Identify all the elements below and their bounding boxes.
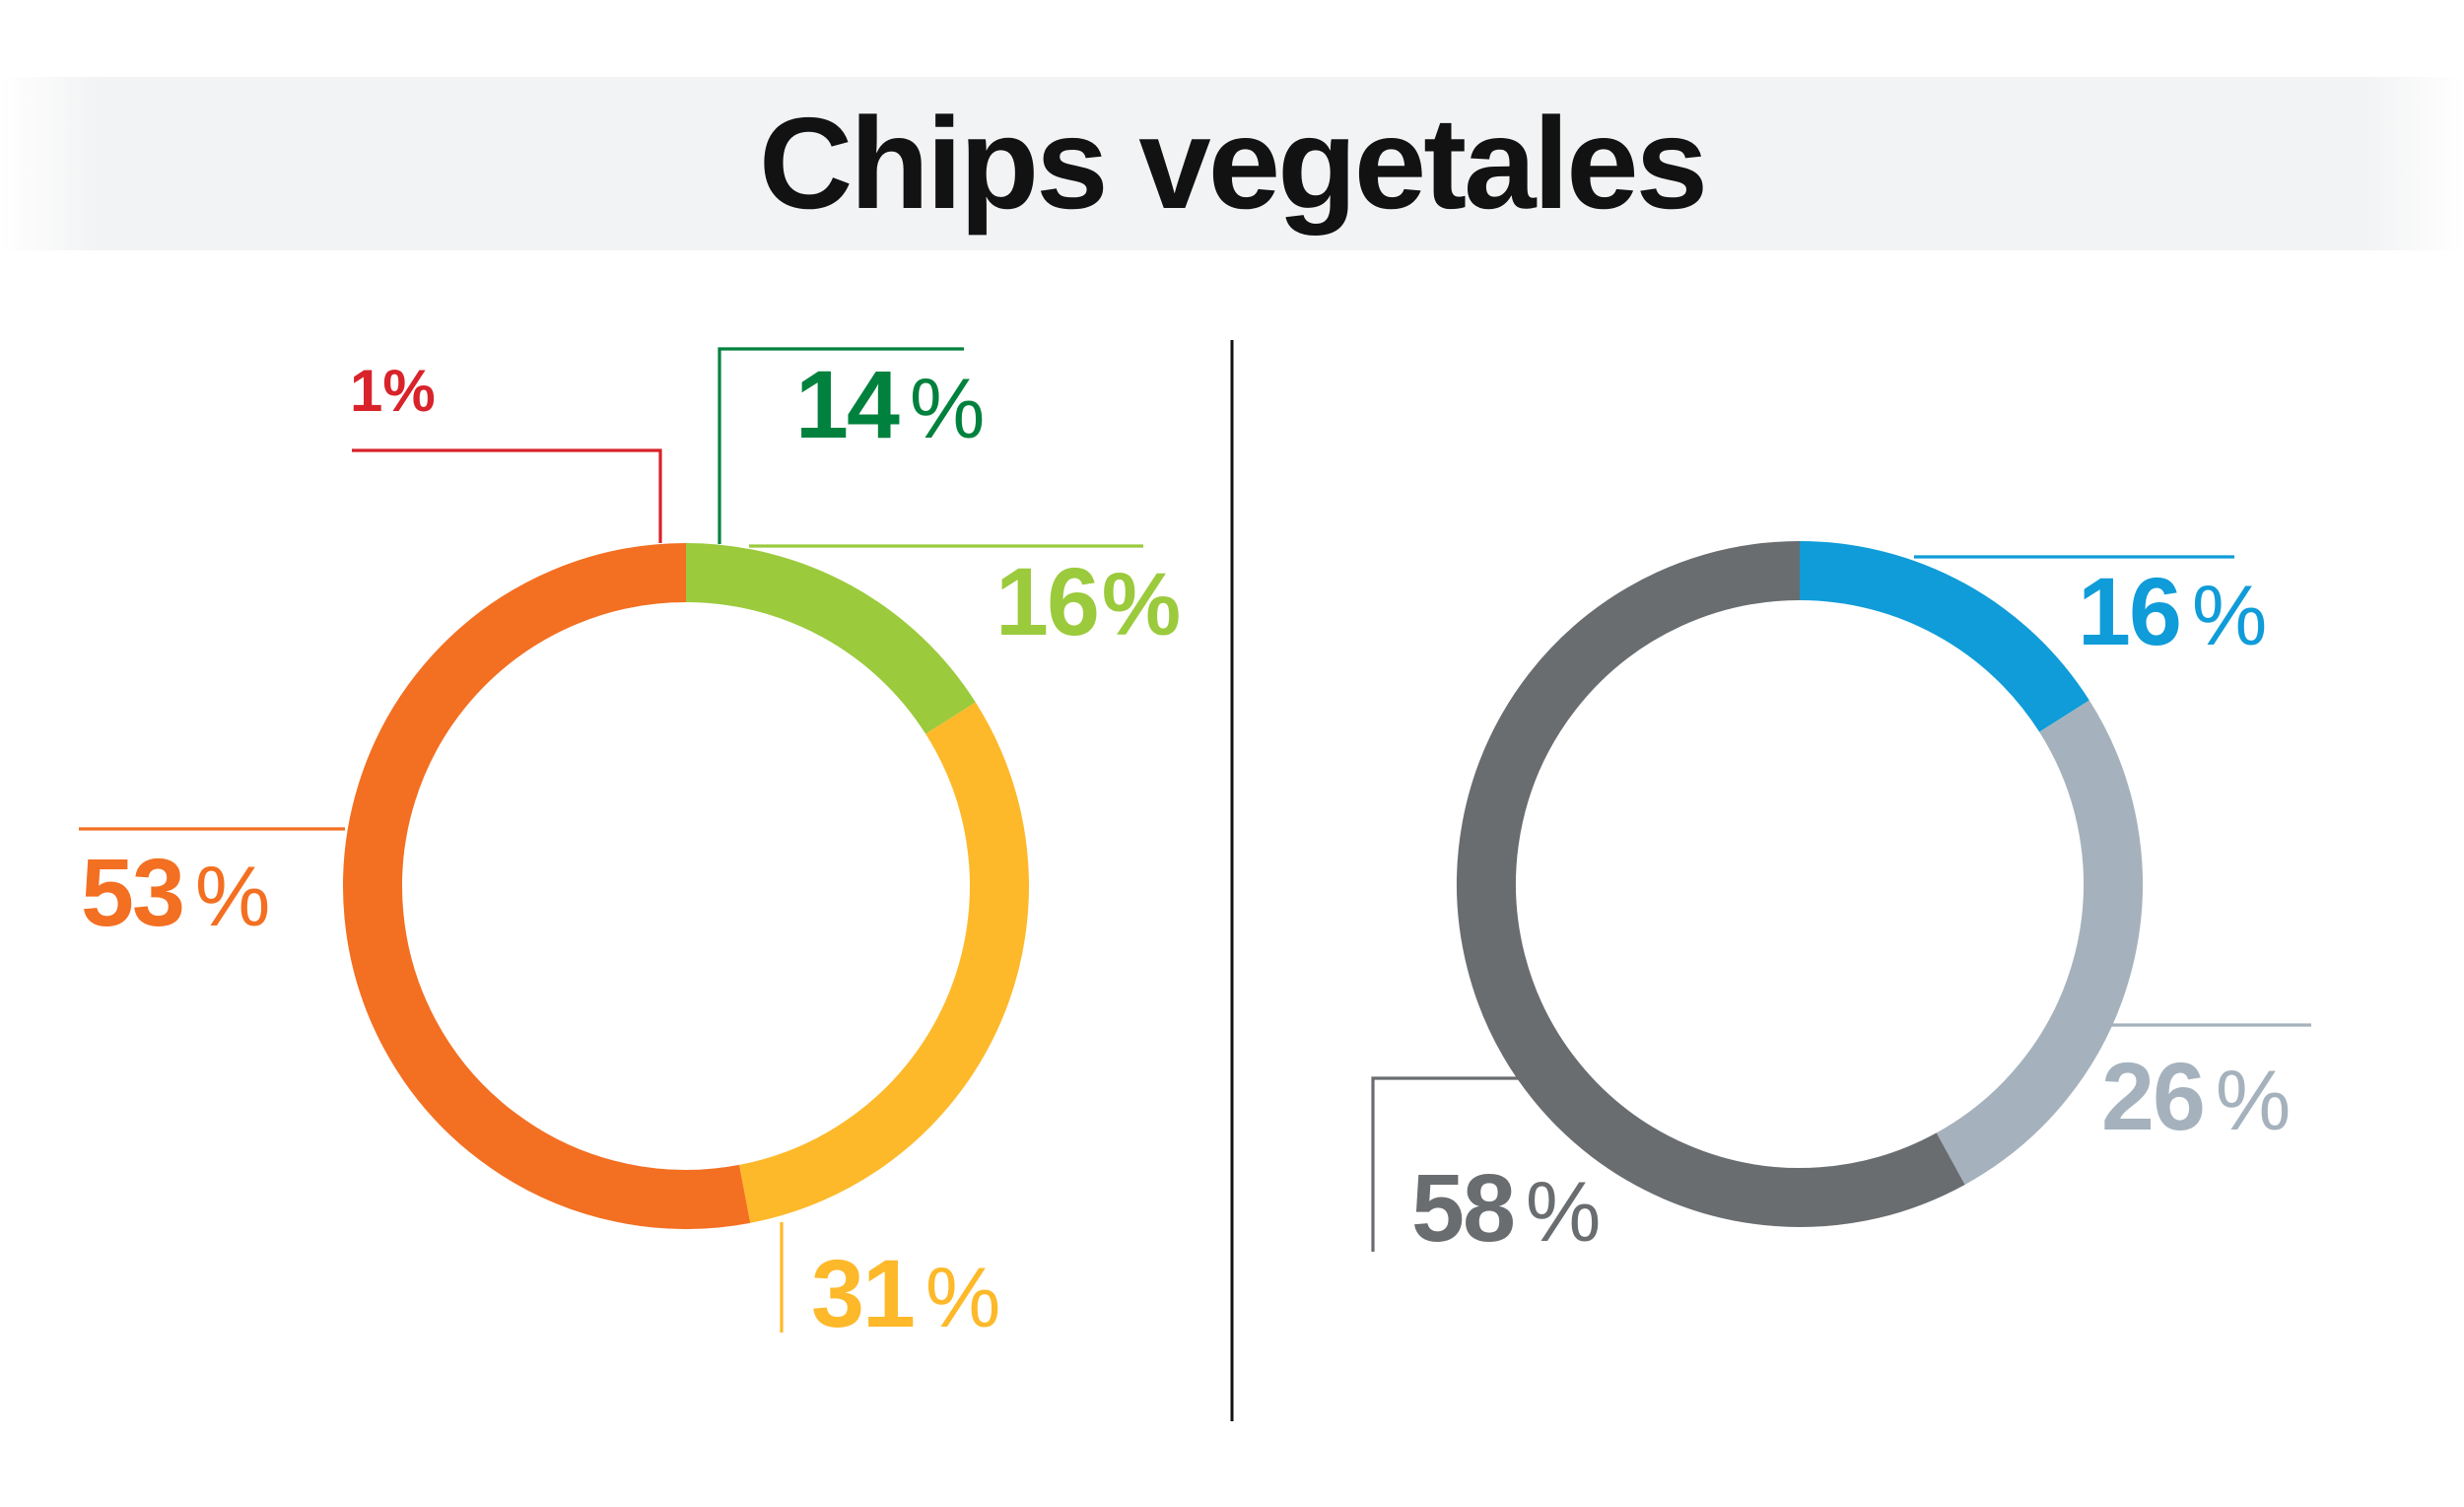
value-darkgreen: 14 [795,351,900,458]
donut-chart-right [1457,541,2143,1227]
percent-sign: % [1101,555,1182,654]
percent-sign: % [909,362,986,456]
percent-sign: % [2191,569,2268,663]
donut-segment-16pct [685,543,976,735]
callout-label-lightgray-26pct: 26% [2101,1049,2291,1144]
value-orange: 53 [81,839,185,946]
percent-sign: % [1525,1165,1602,1260]
callout-line-darkgray-58pct [1371,1076,1526,1252]
callout-label-blue-16pct: 16% [2078,564,2267,659]
page-title: Chips vegetales [758,91,1708,236]
percent-sign: % [924,1251,1001,1345]
callout-label-yellow-31pct: 31% [811,1246,1000,1341]
percent-sign: % [2215,1054,2292,1148]
callout-label-red-1pct: 1% [350,362,436,421]
callout-label-darkgray-58pct: 58% [1411,1160,1601,1256]
value-yellow: 31 [811,1240,916,1347]
donut-segment-26pct [1936,700,2143,1185]
value-blue: 16 [2078,558,2182,665]
percent-sign: % [382,358,436,424]
callout-label-orange-53pct: 53% [81,845,270,940]
value-red: 1 [350,358,382,424]
donut-segment-53pct [343,543,751,1229]
value-lightgreen: 16 [995,548,1100,655]
callout-line-red-1pct [352,448,662,543]
percent-sign: % [194,850,271,944]
title-banner: Chips vegetales [0,77,2464,250]
donut-segment-58pct [1457,541,1965,1227]
value-lightgray: 26 [2101,1043,2206,1150]
callout-label-lightgreen-16pct: 16% [995,554,1181,650]
callout-label-darkgreen-14pct: 14% [795,357,985,452]
value-darkgray: 58 [1411,1154,1516,1262]
donut-chart-left [343,543,1029,1229]
donut-segment-16pct [1799,541,2089,733]
callout-line-darkgreen-14pct [718,347,964,544]
donut-segment-31pct [738,702,1029,1223]
